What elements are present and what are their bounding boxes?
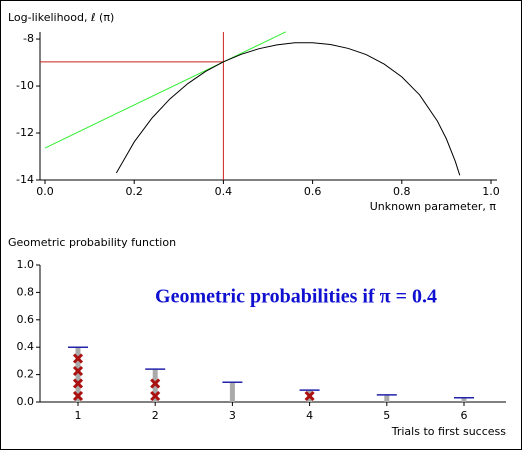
x-tick-label: 6 xyxy=(461,409,468,422)
observation xyxy=(72,378,84,389)
x-tick-label: 1 xyxy=(75,409,82,422)
curve xyxy=(115,42,461,176)
y-tick-label: 0.8 xyxy=(17,285,35,298)
y-tick-label: -12 xyxy=(16,126,34,139)
x-tick-label: 4 xyxy=(306,409,313,422)
bar xyxy=(461,397,467,402)
chart-title: Log-likelihood, ℓ (π) xyxy=(8,11,114,24)
tangent-line xyxy=(44,31,287,149)
x-axis-label: Trials to first success xyxy=(391,425,507,438)
annotation: Geometric probabilities if π = 0.4 xyxy=(155,286,437,308)
y-tick-label: 0.2 xyxy=(17,368,35,381)
y-tick-label: 1.0 xyxy=(17,258,35,271)
y-tick-label: 0.6 xyxy=(17,313,35,326)
x-tick-label: 5 xyxy=(383,409,390,422)
x-tick-label: 0.4 xyxy=(215,185,233,198)
y-tick-label: -8 xyxy=(23,32,34,45)
observation xyxy=(150,378,161,389)
chart-title: Geometric probability function xyxy=(8,236,176,249)
x-tick-label: 0.2 xyxy=(125,185,143,198)
observation xyxy=(72,365,84,377)
y-tick-label: -10 xyxy=(16,79,34,92)
observation xyxy=(150,390,161,402)
y-tick-label: 0.4 xyxy=(17,340,35,353)
x-tick-label: 0.6 xyxy=(304,185,322,198)
observation xyxy=(72,390,84,402)
x-tick-label: 1.0 xyxy=(482,185,500,198)
x-tick-label: 3 xyxy=(229,409,236,422)
bar xyxy=(384,394,390,402)
x-tick-label: 0.0 xyxy=(36,185,54,198)
x-tick-label: 0.8 xyxy=(393,185,411,198)
y-tick-label: -14 xyxy=(16,173,34,186)
observation xyxy=(72,353,84,364)
y-tick-label: 0.0 xyxy=(17,395,35,408)
x-tick-label: 2 xyxy=(152,409,159,422)
x-axis-label: Unknown parameter, π xyxy=(370,200,497,213)
bar xyxy=(75,347,81,402)
bar xyxy=(229,382,235,402)
observation xyxy=(304,390,315,402)
